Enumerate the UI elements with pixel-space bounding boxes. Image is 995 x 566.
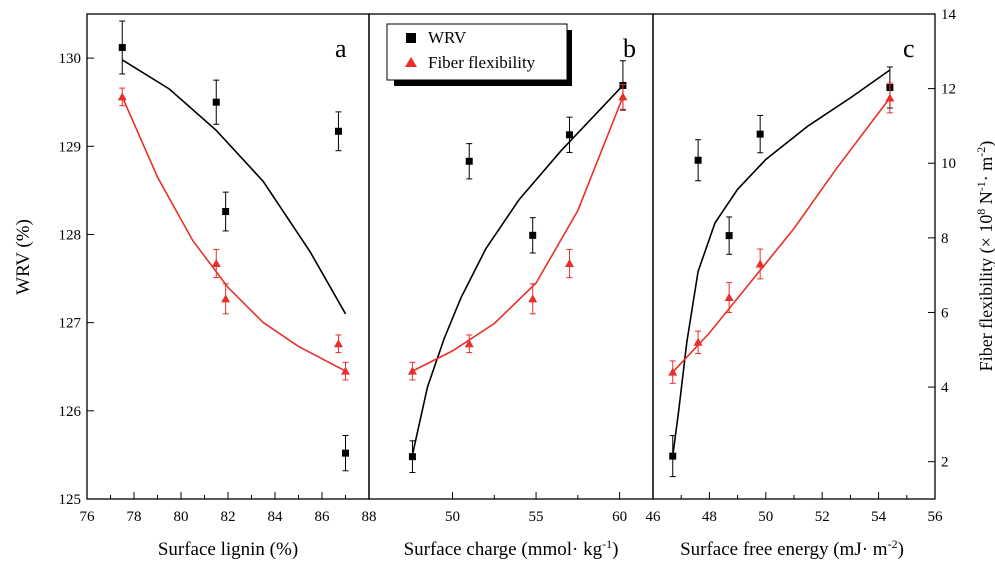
x-tick-label: 56: [928, 509, 944, 525]
flexibility-point: [755, 259, 765, 268]
wrv-point: [118, 44, 126, 52]
flexibility-point: [333, 339, 343, 348]
fit-curve-flexibility: [412, 96, 624, 372]
fit-curve-wrv: [411, 84, 624, 456]
legend-box: [386, 23, 568, 81]
x-tick-label: 86: [315, 509, 331, 525]
y-tick-label-right: 4: [941, 380, 949, 396]
flexibility-point: [668, 367, 678, 376]
wrv-point: [212, 98, 220, 106]
wrv-point: [465, 157, 473, 165]
legend-wrv-label: WRV: [428, 28, 467, 47]
wrv-point: [694, 156, 702, 164]
x-axis-title-c: Surface free energy (mJ· m-2): [680, 537, 904, 560]
panel-b-label: b: [623, 34, 636, 63]
y-tick-label-right: 8: [941, 231, 949, 247]
y2-title-exp-n: -1: [974, 181, 988, 191]
flexibility-point: [407, 366, 417, 375]
x-tick-label: 48: [702, 509, 717, 525]
flexibility-point: [564, 259, 574, 268]
x-tick-label: 80: [174, 509, 189, 525]
x-title-b-exp: -1: [602, 537, 612, 551]
y-tick-label-right: 10: [941, 156, 956, 172]
x-tick-label: 46: [646, 509, 662, 525]
flexibility-point: [528, 294, 538, 303]
legend-flex-label: Fiber flexibility: [428, 53, 536, 72]
wrv-point: [756, 130, 764, 138]
y2-title-part: Fiber flexibility (× 10: [976, 215, 995, 372]
x-axis-title-b: Surface charge (mmol· kg-1): [404, 537, 619, 560]
flexibility-point: [464, 339, 474, 348]
x-tick-label: 82: [221, 509, 236, 525]
y-tick-label-left: 127: [59, 316, 82, 332]
y-tick-label-left: 129: [59, 139, 82, 155]
legend: WRV Fiber flexibility: [386, 23, 572, 86]
flexibility-point: [341, 366, 350, 375]
y-tick-label-right: 12: [941, 82, 956, 98]
panel-c-label: c: [903, 34, 915, 63]
flexibility-point: [221, 294, 231, 303]
flexibility-point: [885, 93, 895, 102]
y-tick-label-right: 6: [941, 305, 949, 321]
y-tick-label-left: 126: [59, 404, 82, 420]
chart-marks: [117, 20, 895, 478]
y-tick-label-right: 2: [941, 455, 949, 471]
y-axis-title-left: WRV (%): [13, 219, 34, 295]
y2-title-part-n: N: [976, 191, 995, 209]
x-title-c-main: Surface free energy (mJ· m: [680, 539, 888, 560]
x-tick-label: 60: [612, 509, 627, 525]
fit-curve-wrv: [121, 59, 347, 315]
wrv-point: [334, 127, 342, 135]
x-title-b-main: Surface charge (mmol· kg: [404, 539, 603, 560]
flexibility-point: [618, 92, 628, 101]
flexibility-point: [117, 92, 127, 101]
panel-a-label: a: [335, 34, 347, 63]
x-title-c-exp: -2: [888, 537, 898, 551]
y2-title-close: ): [976, 141, 995, 147]
y2-title-part-m: · m: [976, 157, 995, 182]
y-tick-label-left: 125: [59, 492, 82, 508]
wrv-point: [565, 131, 573, 139]
x-tick-label: 52: [815, 509, 830, 525]
fit-curve-flexibility: [121, 96, 346, 372]
wrv-point: [669, 452, 677, 460]
x-tick-label: 78: [127, 509, 142, 525]
y-tick-label-left: 128: [59, 227, 82, 243]
x-tick-label: 50: [445, 509, 460, 525]
y-tick-label-right: 14: [941, 7, 957, 23]
x-axis-title-a: Surface lignin (%): [158, 539, 298, 560]
y2-title-exp-m: -2: [974, 147, 988, 157]
wrv-point: [529, 231, 537, 239]
y2-title-exp-8: 8: [974, 209, 988, 215]
legend-wrv-marker: [406, 33, 416, 43]
x-tick-label: 76: [80, 509, 96, 525]
x-tick-label: 88: [362, 509, 377, 525]
wrv-point: [408, 453, 416, 461]
x-tick-label: 84: [268, 509, 284, 525]
wrv-point: [342, 449, 349, 457]
fit-curve-wrv: [671, 69, 891, 457]
x-tick-label: 55: [529, 509, 544, 525]
flexibility-point: [211, 259, 221, 268]
y-tick-label-left: 130: [59, 51, 82, 67]
x-title-c-close: ): [898, 539, 904, 560]
fit-curve-flexibility: [672, 97, 891, 373]
x-title-b-close: ): [612, 539, 618, 560]
wrv-point: [725, 232, 733, 240]
flexibility-point: [693, 337, 703, 346]
x-tick-label: 54: [871, 509, 887, 525]
x-tick-label: 50: [758, 509, 773, 525]
y-axis-title-right: Fiber flexibility (× 108 N-1· m-2): [974, 141, 995, 372]
legend-flex-marker: [405, 57, 417, 67]
wrv-point: [222, 208, 230, 216]
flexibility-point: [724, 293, 734, 302]
